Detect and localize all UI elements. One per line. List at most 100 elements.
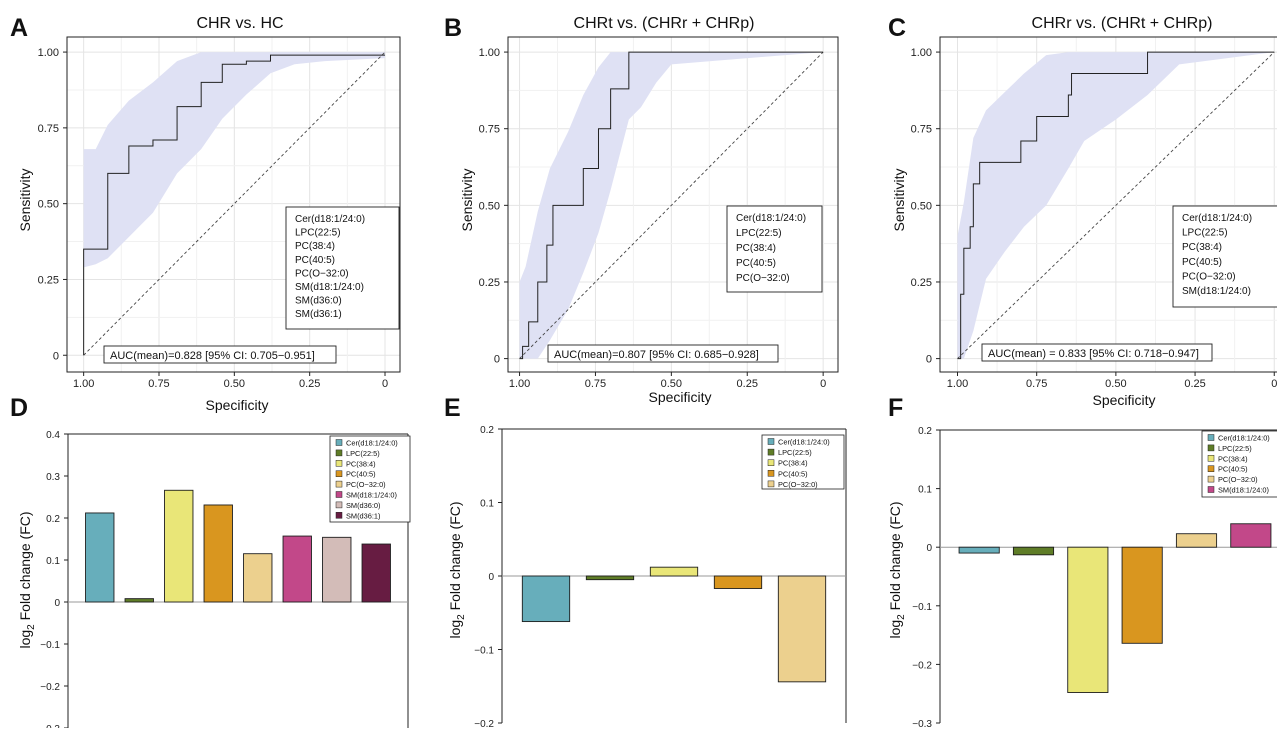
legend-entry: PC(O−32:0) [295, 268, 349, 279]
legend-entry: LPC(22:5) [1218, 444, 1252, 453]
legend-entry: Cer(d18:1/24:0) [295, 214, 365, 225]
y-axis-label: Sensitivity [459, 168, 475, 231]
y-tick-label: 0 [926, 354, 932, 366]
y-tick-label: −0.1 [474, 646, 494, 657]
panel-letter: E [444, 394, 461, 422]
panel-letter: A [10, 14, 28, 42]
legend-swatch [1207, 434, 1215, 441]
legend-swatch [1207, 444, 1215, 452]
legend-entry: Cer(d18:1/24:0) [736, 213, 806, 224]
legend-entry: PC(O−32:0) [1218, 475, 1258, 484]
bar-3 [1067, 546, 1109, 693]
y-tick-label: 0 [926, 543, 932, 554]
bar-1 [958, 546, 1000, 554]
y-axis-label-sub: 2 [456, 614, 467, 620]
bar-4 [713, 575, 763, 589]
y-tick-label: −0.3 [40, 724, 60, 728]
chart-title: CHR vs. HC [196, 15, 283, 32]
bar-5 [1175, 533, 1218, 548]
y-tick-label: 0.3 [46, 472, 60, 483]
bar-1 [521, 575, 571, 623]
x-tick-label: 0.75 [585, 378, 606, 390]
bar-8 [361, 543, 391, 603]
roc-panel-B: 1.00 0.75 0.50 0.25 0 0 0.25 0.50 0.75 1.00 CHRt v… [444, 14, 839, 405]
panel-letter: D [10, 394, 28, 422]
y-tick-label: 0.25 [479, 277, 500, 289]
y-tick-label: 0.50 [479, 200, 500, 212]
y-tick-label: 0 [54, 598, 60, 609]
y-tick-label: 1.00 [479, 47, 500, 59]
y-tick-label: 0.2 [46, 514, 60, 525]
legend-entry: SM(d18:1/24:0) [346, 491, 397, 500]
y-tick-label: 0.50 [38, 199, 59, 211]
legend-entry: LPC(22:5) [346, 449, 380, 458]
legend-entry: LPC(22:5) [778, 448, 812, 457]
legend-entry: PC(38:4) [736, 243, 776, 254]
x-tick-label: 1.00 [947, 378, 968, 390]
legend-entry: PC(40:5) [1182, 257, 1222, 268]
legend-swatch [335, 501, 343, 509]
legend-entry: LPC(22:5) [1182, 228, 1228, 239]
y-tick-label: −0.2 [912, 660, 932, 671]
chart-title: CHRt vs. (CHRr + CHRp) [574, 15, 755, 32]
reference-diagonal [519, 51, 824, 359]
y-tick-label: 0.25 [38, 274, 59, 286]
y-tick-label: 0.1 [480, 499, 494, 510]
legend-box [285, 206, 400, 330]
legend-swatch [335, 449, 343, 457]
y-tick-label: −0.1 [912, 602, 932, 613]
x-tick-label: 0.50 [1105, 378, 1126, 390]
reference-diagonal [957, 51, 1275, 359]
y-axis-label-rest: Fold change (FC) [887, 501, 903, 614]
ci-band [519, 52, 824, 359]
auc-annotation: AUC(mean)=0.807 [95% CI: 0.685−0.928] [554, 349, 759, 361]
roc-panel-C: 1.00 0.75 0.50 0.25 0 0 0.25 0.50 0.75 1.00 CHRr v… [888, 14, 1277, 408]
legend-entry: Cer(d18:1/24:0) [1182, 213, 1252, 224]
y-tick-label: −0.2 [474, 719, 494, 728]
x-axis-label: Specificity [205, 397, 268, 413]
legend: Cer(d18:1/24:0)LPC(22:5)PC(38:4)PC(40:5)… [329, 435, 411, 523]
legend-entry: SM(d36:1) [346, 511, 381, 520]
x-tick-label: 1.00 [73, 378, 94, 390]
roc-panel-A: 1.00 0.75 0.50 0.25 0 0 0.25 0.50 0.75 1.00 CHR vs… [10, 14, 401, 413]
legend: Cer(d18:1/24:0)LPC(22:5)PC(38:4)PC(40:5)… [1201, 430, 1277, 498]
legend-swatch [1207, 465, 1215, 472]
y-axis-label: Sensitivity [891, 168, 907, 231]
auc-box [547, 344, 779, 363]
legend-swatch [767, 448, 775, 456]
bar-2 [585, 575, 635, 581]
x-tick-label: 0.25 [737, 378, 758, 390]
panel-letter: C [888, 14, 906, 42]
bar-4 [203, 504, 233, 603]
y-tick-label: 0.75 [911, 124, 932, 136]
plot-frame [507, 36, 839, 373]
legend-entry: SM(d18:1/24:0) [1182, 286, 1251, 297]
legend-entry: PC(38:4) [1218, 454, 1248, 463]
y-axis-label-main: log [17, 630, 33, 649]
legend: Cer(d18:1/24:0)LPC(22:5)PC(38:4)PC(40:5)… [285, 206, 400, 330]
legend-swatch [335, 470, 343, 477]
legend-entry: PC(40:5) [346, 470, 376, 479]
auc-annotation: AUC(mean)=0.828 [95% CI: 0.705−0.951] [110, 350, 315, 362]
legend-entry: SM(d18:1/24:0) [295, 282, 364, 293]
y-tick-label: 0.75 [38, 123, 59, 135]
legend-box [761, 434, 845, 490]
y-tick-label: 0.50 [911, 200, 932, 212]
y-tick-label: −0.2 [40, 682, 60, 693]
legend-entry: LPC(22:5) [295, 228, 341, 239]
roc-curve [83, 54, 386, 356]
x-axis-label: Specificity [648, 389, 711, 405]
legend-swatch [335, 512, 343, 519]
x-tick-label: 0.75 [1026, 378, 1047, 390]
x-tick-label: 0.75 [148, 378, 169, 390]
y-tick-label: −0.3 [912, 719, 932, 728]
y-tick-label: 0 [494, 354, 500, 366]
y-axis-label-rest: Fold change (FC) [17, 511, 33, 624]
auc-annotation: AUC(mean) = 0.833 [95% CI: 0.718−0.947] [988, 348, 1199, 360]
x-tick-label: 0 [1271, 378, 1277, 390]
y-axis-label-main: log [887, 620, 903, 639]
legend-swatch [1207, 455, 1215, 462]
legend-swatch [1207, 486, 1215, 493]
